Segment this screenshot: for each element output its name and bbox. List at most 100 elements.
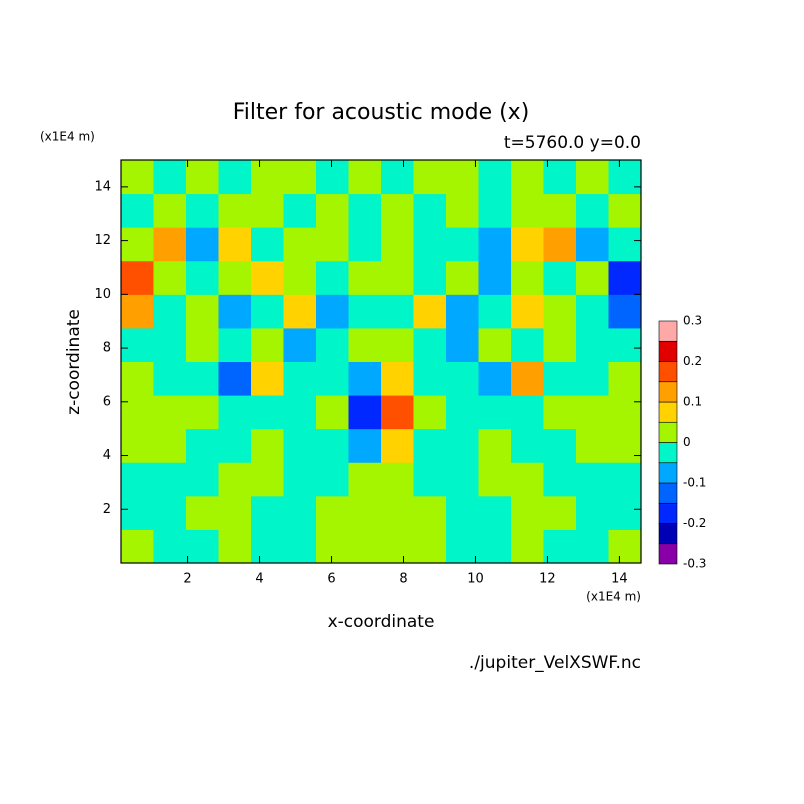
- field-cell: [316, 529, 349, 564]
- field-cell: [251, 294, 284, 329]
- field-cell: [348, 395, 382, 430]
- colorbar-swatch: [658, 482, 678, 504]
- field-cell: [251, 495, 284, 530]
- field-cell: [251, 193, 284, 228]
- colorbar-label: 0.3: [683, 314, 702, 328]
- field-cell: [283, 428, 317, 463]
- y-axis-label: z-coordinate: [64, 309, 84, 415]
- field-cell: [608, 260, 642, 295]
- x-tick-label: 10: [467, 572, 484, 587]
- field-cell: [608, 193, 642, 228]
- field-cell: [413, 495, 447, 530]
- field-cell: [413, 294, 447, 329]
- field-cell: [283, 260, 317, 295]
- x-unit: (x1E4 m): [586, 590, 641, 604]
- field-cell: [511, 462, 544, 497]
- field-cell: [283, 327, 317, 362]
- field-cell: [511, 294, 544, 329]
- field-cell: [121, 327, 154, 362]
- field-cell: [576, 160, 609, 195]
- field-cell: [251, 462, 284, 497]
- field-cell: [478, 160, 512, 195]
- field-cell: [316, 294, 349, 329]
- field-cell: [121, 294, 154, 329]
- field-cell: [543, 428, 577, 463]
- field-cell: [283, 495, 317, 530]
- field-cell: [413, 395, 447, 430]
- field-cell: [153, 395, 187, 430]
- field-cell: [316, 428, 349, 463]
- field-cell: [608, 428, 642, 463]
- field-cell: [348, 193, 382, 228]
- field-cell: [446, 294, 479, 329]
- field-cell: [316, 327, 349, 362]
- field-cell: [446, 529, 479, 564]
- field-cell: [608, 395, 642, 430]
- field-cell: [121, 495, 154, 530]
- field-cell: [511, 160, 544, 195]
- plot-frame: [120, 159, 642, 564]
- y-unit: (x1E4 m): [40, 130, 95, 144]
- source-file: ./jupiter_VelXSWF.nc: [469, 653, 641, 673]
- field-cell: [478, 294, 512, 329]
- colorbar-swatch: [658, 361, 678, 383]
- field-cell: [381, 361, 414, 396]
- field-cell: [608, 462, 642, 497]
- field-cell: [446, 160, 479, 195]
- field-cell: [543, 395, 577, 430]
- field-cell: [121, 260, 154, 295]
- field-cell: [381, 428, 414, 463]
- field-cell: [283, 529, 317, 564]
- field-cell: [316, 361, 349, 396]
- field-cell: [218, 462, 252, 497]
- field-cell: [478, 529, 512, 564]
- field-cell: [348, 327, 382, 362]
- field-cell: [381, 227, 414, 262]
- field-cell: [446, 495, 479, 530]
- field-cell: [283, 193, 317, 228]
- colorbar-label: 0.1: [683, 395, 702, 409]
- field-cell: [413, 462, 447, 497]
- field-cell: [283, 294, 317, 329]
- field-cell: [446, 227, 479, 262]
- colorbar-swatch: [658, 502, 678, 524]
- colorbar-swatch: [658, 442, 678, 464]
- y-tick-label: 12: [94, 233, 111, 248]
- field-cell: [348, 294, 382, 329]
- field-cell: [413, 361, 447, 396]
- colorbar-label: 0.2: [683, 354, 702, 368]
- field-cell: [348, 361, 382, 396]
- field-cell: [413, 160, 447, 195]
- field-cell: [153, 529, 187, 564]
- field-cell: [381, 529, 414, 564]
- field-cell: [576, 529, 609, 564]
- field-cell: [251, 227, 284, 262]
- field-cell: [121, 361, 154, 396]
- field-cell: [543, 462, 577, 497]
- field-cell: [218, 193, 252, 228]
- field-cell: [413, 260, 447, 295]
- field-cell: [478, 395, 512, 430]
- x-tick-label: 4: [255, 572, 263, 587]
- field-cell: [413, 327, 447, 362]
- field: [121, 160, 642, 564]
- field-cell: [576, 395, 609, 430]
- field-cell: [608, 160, 642, 195]
- y-tick-label: 4: [103, 448, 111, 463]
- y-tick-label: 6: [103, 394, 111, 409]
- colorbar-swatch: [658, 421, 678, 443]
- field-cell: [121, 462, 154, 497]
- colorbar-swatch: [658, 381, 678, 403]
- field-cell: [381, 294, 414, 329]
- field-cell: [186, 462, 219, 497]
- field-cell: [446, 428, 479, 463]
- x-tick-label: 2: [183, 572, 191, 587]
- field-cell: [608, 529, 642, 564]
- colorbar-label: 0: [683, 435, 691, 449]
- field-cell: [153, 361, 187, 396]
- field-cell: [251, 428, 284, 463]
- field-cell: [413, 428, 447, 463]
- field-cell: [348, 529, 382, 564]
- field-cell: [543, 529, 577, 564]
- field-cell: [251, 327, 284, 362]
